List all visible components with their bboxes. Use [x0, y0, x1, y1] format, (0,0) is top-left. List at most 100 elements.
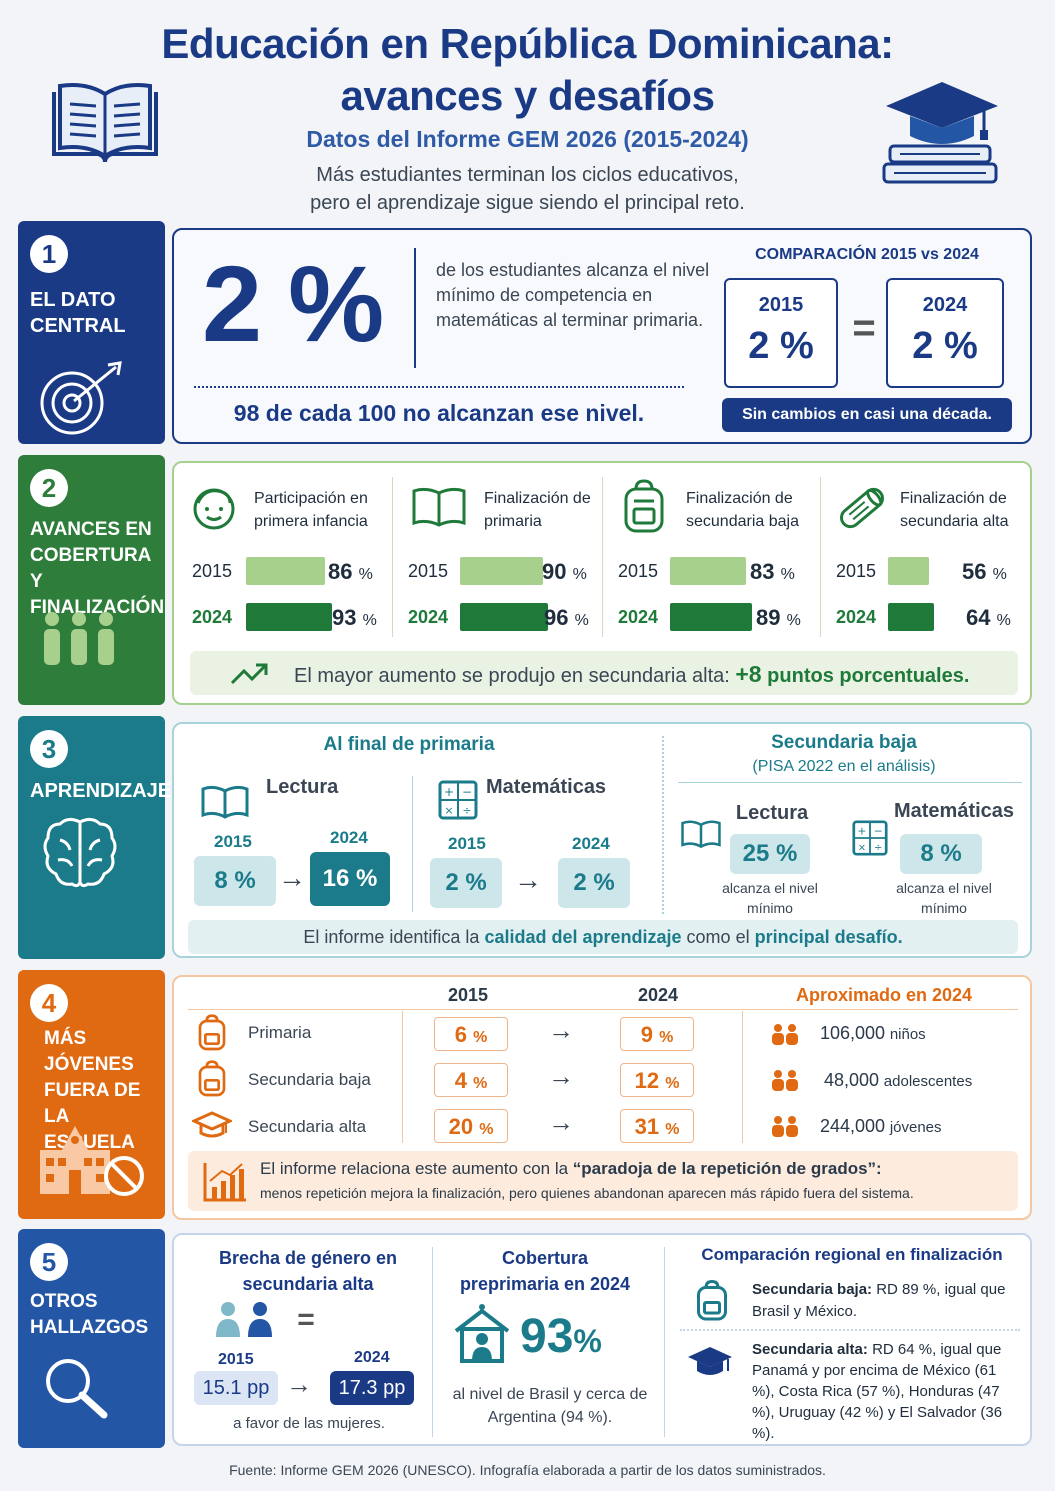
reading-2024-value: 16 %	[310, 852, 390, 906]
value-number: 86	[328, 559, 353, 584]
gender-gap-title: Brecha de género en secundaria alta	[218, 1248, 398, 1294]
section-label: APRENDIZAJE	[30, 780, 172, 802]
gap-note: a favor de las mujeres.	[233, 1415, 385, 1432]
gap-2024-value: 17.3 pp	[330, 1371, 414, 1405]
bar-2024	[888, 603, 935, 631]
open-book-icon	[681, 820, 721, 849]
percent-sign: %	[479, 1121, 494, 1138]
value-number: 83	[750, 559, 775, 584]
count-number: 48,000	[824, 1070, 880, 1090]
out-of-school-count: 244,000 jóvenes	[820, 1116, 942, 1137]
percent-sign: %	[572, 566, 587, 583]
percent-sign: %	[659, 1029, 674, 1046]
gap-2015-value: 15.1 pp	[194, 1371, 278, 1405]
value-2015: 83 %	[750, 559, 795, 585]
equals-sign: =	[297, 1303, 315, 1336]
count-number: 244,000	[820, 1116, 886, 1136]
footer-text: El informe identifica la	[303, 927, 480, 947]
regional-label: Secundaria baja:	[752, 1281, 873, 1298]
regional-title: Comparación regional en finalización	[701, 1245, 1003, 1264]
count-number: 106,000	[820, 1023, 886, 1043]
percent-sign: %	[473, 1029, 488, 1046]
reading-label: Lectura	[266, 776, 339, 798]
bar-2015	[246, 557, 325, 585]
arrow-icon: →	[278, 862, 306, 893]
level-label: Primaria	[248, 1023, 312, 1042]
value-2015: 56 %	[962, 559, 1007, 585]
section-5-panel: Brecha de género en secundaria alta = 20…	[172, 1233, 1032, 1446]
percent-sign: %	[362, 612, 377, 629]
open-book-icon	[52, 83, 158, 163]
section-2-panel: Participación en primera infancia 2015 8…	[172, 461, 1032, 705]
comparison-value: 2 %	[912, 325, 978, 367]
footer-text: como el	[686, 927, 750, 947]
svg-text:+: +	[444, 785, 454, 799]
page-title-line2: avances y desafíos	[340, 72, 715, 119]
svg-text:÷: ÷	[874, 843, 882, 854]
count-group: niños	[889, 1026, 926, 1043]
preprimary-number: 93	[520, 1310, 574, 1363]
repetition-note: El informe relaciona este aumento con la…	[188, 1151, 1018, 1211]
section-5-tab: 5 OTROS HALLAZGOS	[18, 1229, 165, 1448]
column-divider	[402, 1011, 403, 1143]
secondary-reading-value: 25 %	[730, 834, 810, 874]
secondary-title: Secundaria baja	[771, 732, 917, 753]
value-number: 90	[542, 559, 567, 584]
math-label: Matemáticas	[893, 800, 1015, 822]
bar-2024	[670, 603, 752, 631]
reading-label: Lectura	[735, 802, 809, 824]
level-label: Secundaria baja	[248, 1070, 371, 1089]
column-divider	[664, 1247, 665, 1437]
central-value: 2 %	[202, 243, 384, 364]
year-label: 2024	[408, 607, 449, 627]
rate-2015: 6 %	[434, 1017, 508, 1051]
year-label: 2024	[330, 828, 368, 847]
backpack-icon	[198, 1060, 226, 1097]
section-label: OTROS HALLAZGOS	[30, 1291, 149, 1338]
regional-lower-secondary: Secundaria baja: RD 89 %, igual que Bras…	[752, 1279, 1022, 1323]
year-label: 2015	[408, 561, 449, 581]
year-label: 2015	[618, 561, 659, 581]
value-2024: 96 %	[544, 605, 589, 631]
arrow-icon: →	[514, 864, 542, 895]
year-label: 2015	[836, 561, 877, 581]
note-emphasis: “paradoja de la repetición de grados”:	[572, 1159, 882, 1178]
graduation-cap-books-icon	[882, 82, 998, 184]
percent-sign: %	[996, 612, 1011, 629]
bar-2024	[246, 603, 332, 631]
highlight-text-row: El mayor aumento se produjo en secundari…	[294, 661, 969, 688]
percent-sign: %	[574, 612, 589, 629]
open-book-icon	[412, 487, 466, 527]
preprimary-note: al nivel de Brasil y cerca de Argentina …	[452, 1386, 648, 1426]
highlight-text: El mayor aumento se produjo en secundari…	[294, 665, 730, 687]
central-description: de los estudiantes alcanza el nivel míni…	[436, 260, 710, 330]
value-number: 93	[332, 605, 357, 630]
math-2015-value: 2 %	[430, 858, 502, 908]
no-change-badge: Sin cambios en casi una década.	[722, 398, 1012, 432]
section-number: 3	[30, 730, 68, 768]
page-subtitle: Datos del Informe GEM 2026 (2015-2024)	[306, 126, 749, 152]
card-divider	[820, 477, 821, 637]
value-2024: 64 %	[966, 605, 1011, 631]
comparison-box-2024: 2024 2 %	[886, 278, 1004, 388]
note-line1: El informe relaciona este aumento con la…	[260, 1159, 882, 1179]
level-label: Secundaria alta	[248, 1117, 367, 1136]
out-of-school-count: 48,000 adolescentes	[824, 1070, 972, 1091]
value-number: 96	[544, 605, 569, 630]
column-header: 2024	[637, 985, 679, 1005]
card-title: Participación en primera infancia	[254, 490, 368, 530]
year-label: 2024	[192, 607, 233, 627]
preprimary-value: 93%	[520, 1309, 602, 1364]
count-group: adolescentes	[883, 1073, 973, 1090]
coverage-card: Participación en primera infancia 2015 8…	[174, 463, 392, 643]
home-child-icon	[454, 1304, 510, 1363]
section-1-tab: 1 EL DATO CENTRAL	[18, 221, 165, 444]
section-1-panel: 2 % de los estudiantes alcanza el nivel …	[172, 228, 1032, 444]
arrow-icon: →	[548, 1015, 574, 1045]
comparison-year: 2024	[922, 294, 968, 316]
child-face-icon	[193, 488, 235, 530]
column-divider	[742, 1011, 743, 1143]
value-2015: 90 %	[542, 559, 587, 585]
column-header: Aproximado en 2024	[795, 985, 973, 1005]
bar-2015	[460, 557, 543, 585]
